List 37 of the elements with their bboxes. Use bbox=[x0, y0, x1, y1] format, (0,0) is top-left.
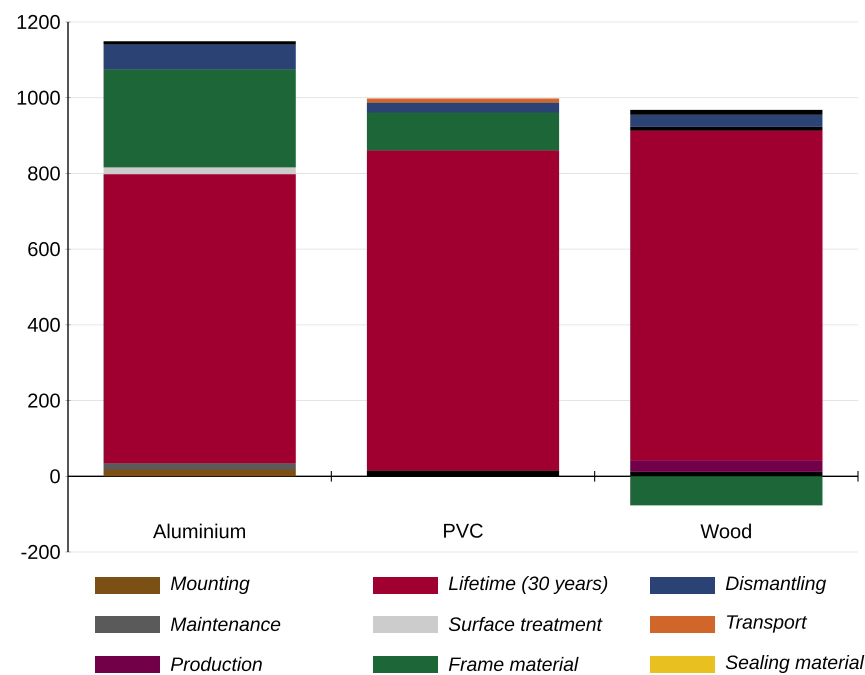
x-tick-label: Wood bbox=[700, 524, 751, 538]
y-tick-label: 400 bbox=[28, 318, 60, 332]
legend-label: Dismantling bbox=[726, 576, 826, 594]
bar bbox=[630, 460, 822, 472]
y-tick-label: -200 bbox=[21, 544, 60, 560]
bar bbox=[630, 476, 822, 506]
bar bbox=[630, 110, 822, 115]
bar bbox=[630, 126, 822, 131]
legend-label: Transport bbox=[727, 615, 808, 633]
y-tick-label: 1000 bbox=[18, 90, 60, 105]
bar bbox=[104, 469, 296, 476]
bar bbox=[366, 150, 560, 471]
bar bbox=[630, 130, 822, 460]
y-tick-label: 0 bbox=[50, 469, 60, 484]
legend-label: Sealing material bbox=[726, 654, 864, 673]
bar bbox=[366, 112, 560, 150]
y-tick-label: 600 bbox=[28, 242, 60, 256]
legend-label: Production bbox=[170, 656, 262, 672]
bar bbox=[104, 41, 296, 44]
legend-label: Mounting bbox=[170, 576, 250, 594]
legend-label: Lifetime (30 years) bbox=[448, 576, 608, 594]
bar bbox=[104, 44, 296, 70]
bar bbox=[104, 167, 296, 174]
y-tick-label: 1200 bbox=[18, 14, 60, 30]
y-tick-label: 200 bbox=[28, 393, 60, 408]
legend-label: Frame material bbox=[448, 656, 579, 672]
x-tick-label: PVC bbox=[444, 524, 483, 538]
y-tick-label: 800 bbox=[28, 166, 60, 180]
bar bbox=[104, 463, 296, 470]
legend-label: Surface treatment bbox=[448, 616, 603, 632]
legend-label: Maintenance bbox=[170, 616, 280, 632]
x-tick-label: Aluminium bbox=[153, 524, 245, 538]
bar bbox=[104, 174, 296, 464]
bar bbox=[366, 102, 560, 112]
bar bbox=[366, 98, 560, 103]
bar bbox=[104, 69, 296, 168]
bar bbox=[630, 114, 822, 127]
